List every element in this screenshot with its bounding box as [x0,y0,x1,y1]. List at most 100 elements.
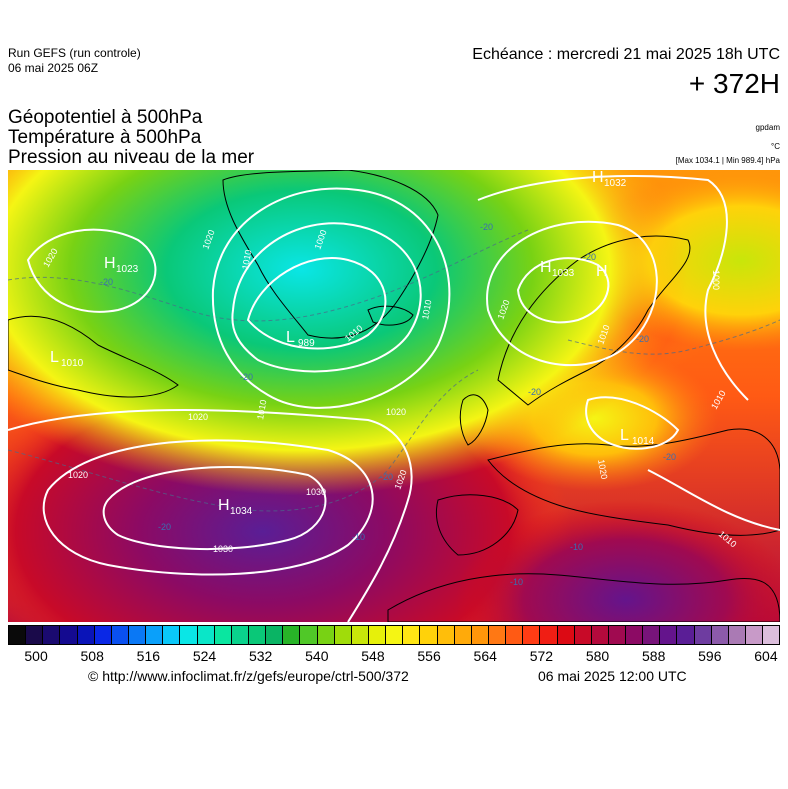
colorbar-swatch [266,626,284,644]
colorbar-swatch [643,626,661,644]
pressure-center-symbol: L [50,349,59,366]
colorbar-swatch [146,626,164,644]
source-credit[interactable]: © http://www.infoclimat.fr/z/gefs/europe… [88,668,409,684]
iberia-coast [435,494,519,556]
pressure-center-symbol: H [592,170,604,186]
unit-pressure-range: [Max 1034.1 | Min 989.4] hPa [675,156,780,165]
pressure-center-symbol: H [596,263,608,280]
pressure-center-value: 1033 [552,268,575,279]
field-greenland-trough [8,170,780,622]
colorbar-swatch [746,626,764,644]
colorbar [8,625,780,645]
isotherms [8,229,780,512]
colorbar-swatch [77,626,95,644]
colorbar-swatch [471,626,489,644]
colorbar-tick-label: 588 [641,648,666,664]
colorbar-swatch [94,626,112,644]
colorbar-swatch [660,626,678,644]
isotherm-label: -20 [240,372,253,382]
colorbar-ticks: 500 508 516 524 532 540 548 556 564 572 580 588 596 6… [8,648,780,666]
pressure-center-symbol: H [540,259,552,276]
param-sea-level-pressure: Pression au niveau de la mer [8,147,255,168]
isotherm-label: -20 [583,252,596,262]
isotherm-line [8,369,479,512]
unit-geopotential: gpdam [755,123,780,132]
pressure-center-value: 1014 [632,436,655,447]
isobar-label: 1030 [213,544,233,554]
isotherm-label: -20 [636,334,649,344]
isobar-labels: 1020 1010 1000 1020 1010 1020 1030 1030 … [41,228,738,554]
colorbar-tick-label: 604 [754,648,778,664]
colorbar-swatch [711,626,729,644]
colorbar-tick-label: 556 [417,648,441,664]
isotherm-line [8,229,529,322]
pressure-center-symbol: H [218,497,230,514]
param-geopotential: Géopotentiel à 500hPa [8,107,203,128]
iceland-coast [367,305,414,326]
colorbar-swatch [231,626,249,644]
colorbar-swatch [454,626,472,644]
isotherm-line [567,319,780,355]
isobar-label: 1020 [596,459,609,480]
colorbar-swatch [163,626,181,644]
isobar-low-greenland-outer [211,187,451,409]
isotherm-label: -20 [380,472,393,482]
britain-coast [459,394,489,446]
greenland-coast [222,170,439,339]
isobar-label: 1020 [68,470,88,480]
colorbar-swatch [26,626,44,644]
weather-map[interactable]: H 1023 L 1010 L 989 H 1034 H 1033 H 1032… [8,170,780,622]
unit-temperature: °C [771,142,780,151]
colorbar-tick-label: 596 [698,648,722,664]
colorbar-swatch [437,626,455,644]
isotherm-labels: -20 -20 -20 -20 -20 -20 -20 -10 -10 -10 … [100,222,676,587]
colorbar-swatch [197,626,215,644]
isotherm-label: -10 [352,532,365,542]
isobar-high-scandinavia-inner [516,257,610,324]
isotherm-label: -10 [510,577,523,587]
isobars [8,175,780,622]
colorbar-swatch [506,626,524,644]
isotherm-label: -20 [100,277,113,287]
isobar-1020-labrador [26,228,157,313]
pressure-center-value: 1010 [61,358,84,369]
colorbar-tick-label: 540 [305,648,329,664]
isotherm-label: -20 [480,222,493,232]
colorbar-swatch [728,626,747,644]
colorbar-swatch [248,626,267,644]
colorbar-tick-label: 572 [529,648,554,664]
colorbar-swatch [694,626,712,644]
isobar-label: 1010 [240,249,253,270]
scandinavia-coast [497,235,691,406]
pressure-center-value: 1032 [604,178,627,189]
isobar-1010-southeast [647,469,780,531]
europe-coast [487,428,780,536]
colorbar-swatch [300,626,318,644]
colorbar-swatch [608,626,627,644]
lead-time: + 372H [688,68,780,99]
isobar-1010-east [585,396,680,450]
isotherm-label: -10 [570,542,583,552]
isobar-high-atlantic-outer [42,439,374,576]
valid-time: Echéance : mercredi 21 mai 2025 18h UTC [472,46,780,63]
pressure-center-value: 1034 [230,506,253,517]
colorbar-swatch [9,626,27,644]
pressure-center-symbol: L [286,329,295,346]
run-date: 06 mai 2025 06Z [8,61,99,75]
colorbar-swatch [763,626,780,644]
colorbar-swatch [488,626,507,644]
colorbar-swatch [317,626,335,644]
colorbar-swatch [557,626,575,644]
isobar-high-scandinavia-outer [486,220,658,367]
colorbar-swatch [283,626,301,644]
pressure-center-value: 1023 [116,264,139,275]
colorbar-tick-label: 580 [585,648,610,664]
colorbar-swatch [111,626,129,644]
isobar-label: 1020 [188,412,208,422]
colorbar-swatch [214,626,232,644]
colorbar-swatch [351,626,369,644]
isotherm-label: -20 [528,387,541,397]
colorbar-tick-label: 500 [24,648,48,664]
colorbar-swatch [60,626,78,644]
colorbar-tick-label: 508 [80,648,104,664]
